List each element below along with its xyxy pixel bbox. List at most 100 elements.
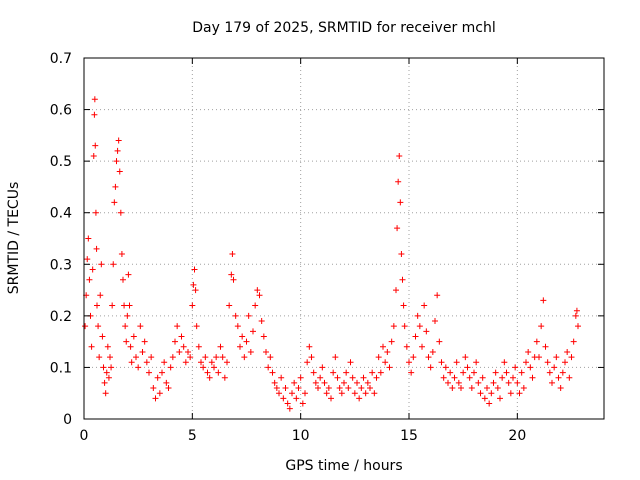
data-point: [104, 343, 111, 350]
data-point: [358, 385, 365, 392]
data-point: [455, 379, 462, 386]
data-point: [514, 379, 521, 386]
data-point: [161, 359, 168, 366]
data-point: [434, 292, 441, 299]
data-point: [211, 364, 217, 371]
data-point: [239, 333, 246, 340]
data-point: [432, 318, 438, 325]
data-point: [401, 323, 408, 330]
data-point: [178, 333, 185, 340]
data-point: [82, 323, 89, 330]
data-point: [200, 364, 207, 371]
data-point: [99, 333, 106, 340]
data-point: [92, 142, 99, 149]
data-point: [466, 374, 473, 381]
data-point: [445, 379, 451, 386]
data-point: [564, 348, 571, 355]
data-point: [503, 369, 510, 376]
data-point: [499, 374, 506, 381]
data-point: [468, 385, 475, 392]
data-point: [312, 379, 319, 386]
data-point: [163, 379, 170, 386]
data-point: [84, 256, 91, 263]
data-point: [484, 385, 490, 392]
data-point: [102, 390, 109, 397]
data-point: [471, 369, 477, 376]
data-point: [165, 385, 172, 392]
data-point: [250, 328, 256, 335]
data-point: [364, 379, 371, 386]
data-point: [345, 385, 352, 392]
data-point: [141, 338, 148, 345]
axis-ticks: [83, 57, 604, 420]
data-point: [371, 390, 378, 397]
x-tick-label: 0: [80, 428, 89, 444]
data-point: [91, 96, 98, 103]
data-point: [229, 250, 236, 257]
data-point: [215, 369, 222, 376]
data-point: [228, 271, 235, 278]
data-point: [85, 235, 92, 242]
data-point: [384, 348, 391, 355]
data-point: [113, 158, 120, 165]
data-point: [356, 395, 363, 402]
data-point: [551, 364, 558, 371]
y-tick-labels: 0 0.1 0.2 0.3 0.4 0.5 0.6 0.7: [50, 51, 72, 428]
data-point: [96, 354, 103, 361]
data-point: [525, 348, 532, 355]
data-point: [398, 250, 405, 257]
data-point: [174, 323, 181, 330]
data-point: [105, 374, 112, 381]
data-point: [137, 323, 144, 330]
data-point: [395, 178, 402, 185]
data-point: [115, 137, 122, 144]
data-point: [477, 390, 484, 397]
x-tick-label: 20: [508, 428, 526, 444]
data-point: [126, 302, 133, 309]
data-point: [447, 369, 454, 376]
data-point: [254, 287, 261, 294]
data-point: [94, 302, 100, 309]
data-point: [479, 374, 486, 381]
data-point: [399, 276, 406, 283]
data-point: [180, 343, 187, 350]
data-point: [347, 359, 354, 366]
data-points: [82, 96, 581, 412]
data-point: [130, 333, 137, 340]
data-point: [497, 395, 503, 402]
data-point: [127, 343, 134, 350]
data-point: [440, 374, 447, 381]
data-point: [549, 379, 555, 386]
data-point: [221, 374, 228, 381]
data-point: [252, 302, 259, 309]
data-point: [111, 199, 118, 206]
data-point: [338, 390, 345, 397]
data-point: [167, 364, 174, 371]
data-point: [112, 183, 119, 190]
data-point: [187, 354, 194, 361]
data-point: [351, 390, 358, 397]
data-point: [523, 359, 529, 366]
data-point: [308, 354, 315, 361]
data-point: [520, 385, 527, 392]
data-point: [282, 385, 289, 392]
data-point: [191, 266, 198, 273]
data-point: [568, 354, 575, 361]
data-point: [148, 354, 155, 361]
data-point: [286, 405, 293, 412]
data-point: [481, 395, 488, 402]
data-point: [540, 297, 547, 304]
data-point: [135, 364, 142, 371]
data-point: [397, 199, 404, 206]
data-point: [176, 348, 183, 355]
data-point: [516, 390, 523, 397]
chart-title: Day 179 of 2025, SRMTID for receiver mch…: [192, 20, 496, 36]
data-point: [204, 369, 211, 376]
data-point: [400, 302, 407, 309]
data-point: [146, 369, 152, 376]
data-point: [273, 385, 280, 392]
data-point: [507, 390, 514, 397]
data-point: [562, 359, 568, 366]
data-point: [555, 374, 562, 381]
